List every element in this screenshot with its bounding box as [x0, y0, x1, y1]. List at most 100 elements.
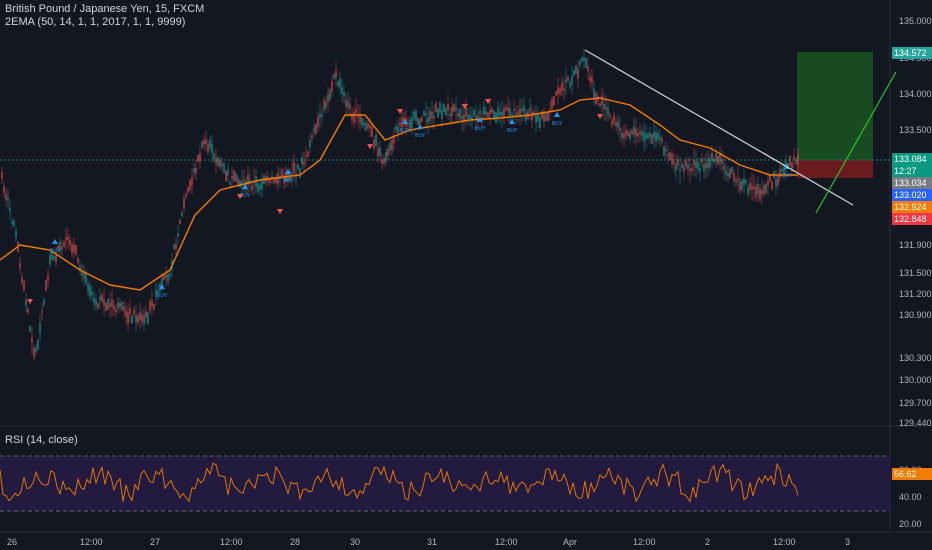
- candle-body: [601, 95, 603, 105]
- candle-body: [225, 170, 227, 182]
- sell-arrow-icon: [485, 99, 491, 104]
- candle-body: [621, 132, 623, 139]
- candle-body: [697, 161, 699, 170]
- candle-body: [65, 237, 67, 241]
- candle-body: [761, 190, 763, 195]
- candle-body: [705, 162, 707, 169]
- candle-body: [339, 78, 341, 88]
- candle-body: [63, 241, 65, 247]
- candle-body: [299, 168, 301, 178]
- candle-body: [115, 309, 117, 312]
- candle-body: [671, 153, 673, 165]
- candle-body: [217, 157, 219, 167]
- time-tick: 30: [350, 537, 360, 547]
- candle-body: [487, 112, 489, 118]
- candle-body: [77, 257, 79, 263]
- candle-body: [497, 107, 499, 117]
- candle-body: [321, 113, 323, 117]
- target-zone[interactable]: [797, 52, 873, 160]
- candle-body: [133, 309, 135, 315]
- candle-body: [743, 178, 745, 186]
- target-line[interactable]: [815, 71, 897, 214]
- candle-body: [471, 116, 473, 120]
- candle-body: [185, 193, 187, 197]
- sell-arrow-icon: [462, 104, 468, 109]
- trend-line[interactable]: [584, 49, 854, 206]
- candle-body: [509, 108, 511, 117]
- buy-arrow-icon: [477, 117, 483, 122]
- candle-body: [83, 272, 85, 279]
- candle-body: [109, 303, 111, 307]
- candle-body: [273, 178, 275, 183]
- candle-body: [563, 88, 565, 92]
- time-axis[interactable]: 26 12:00 27 12:00 28 30 31 12:00 Apr 12:00 2 12:00 3: [7, 537, 850, 547]
- candle-body: [703, 164, 705, 172]
- candle-body: [425, 112, 427, 116]
- candle-body: [579, 61, 581, 65]
- price-tick: 131.500: [899, 268, 932, 278]
- rsi-tick: 40.00: [899, 492, 922, 502]
- candle-body: [137, 315, 139, 323]
- candle-body: [735, 179, 737, 183]
- candle-body: [5, 193, 7, 200]
- candle-body: [221, 163, 223, 166]
- candle-body: [691, 168, 693, 172]
- candle-body: [375, 134, 377, 146]
- candle-body: [567, 76, 569, 81]
- indicator-title[interactable]: 2EMA (50, 14, 1, 1, 2017, 1, 1, 9999): [5, 16, 186, 28]
- candle-body: [177, 233, 179, 237]
- sell-arrow-icon: [27, 299, 33, 304]
- candle-body: [259, 185, 261, 190]
- candle-body: [169, 273, 171, 276]
- candle-body: [443, 103, 445, 113]
- candle-body: [619, 127, 621, 131]
- candle-body: [377, 148, 379, 157]
- price-tick: 130.300: [899, 353, 932, 363]
- time-tick: 12:00: [80, 537, 103, 547]
- candle-body: [417, 117, 419, 125]
- candle-body: [431, 111, 433, 118]
- candle-body: [199, 153, 201, 162]
- candle-body: [197, 155, 199, 162]
- candle-body: [723, 165, 725, 170]
- symbol-title[interactable]: British Pound / Japanese Yen, 15, FXCM: [5, 3, 205, 15]
- candle-body: [599, 103, 601, 107]
- candle-body: [523, 105, 525, 113]
- candle-body: [627, 131, 629, 137]
- candle-body: [157, 290, 159, 294]
- candle-body: [139, 312, 141, 321]
- candle-body: [53, 256, 55, 260]
- candle-body: [447, 104, 449, 111]
- price-label-countdown: 12:27: [892, 165, 932, 177]
- candle-body: [725, 169, 727, 175]
- candle-body: [797, 154, 799, 165]
- candle-body: [573, 69, 575, 77]
- candle-body: [631, 130, 633, 134]
- candle-body: [241, 181, 243, 187]
- stop-zone[interactable]: [797, 160, 873, 178]
- candle-body: [663, 145, 665, 157]
- candle-body: [729, 168, 731, 179]
- candle-body: [451, 107, 453, 117]
- candle-body: [351, 113, 353, 120]
- price-label-target: 134.572: [892, 47, 932, 59]
- candle-body: [683, 166, 685, 172]
- candle-body: [91, 292, 93, 295]
- candle-body: [19, 262, 21, 268]
- candle-body: [751, 185, 753, 190]
- candle-body: [203, 140, 205, 145]
- candle-body: [709, 158, 711, 168]
- candle-body: [553, 95, 555, 106]
- candle-body: [521, 108, 523, 111]
- rsi-title[interactable]: RSI (14, close): [5, 434, 78, 446]
- candle-body: [589, 76, 591, 82]
- candle-body: [633, 126, 635, 135]
- rsi-line: [0, 462, 799, 503]
- candle-body: [453, 104, 455, 112]
- candle-body: [489, 109, 491, 114]
- candle-body: [387, 149, 389, 156]
- candle-body: [167, 273, 169, 282]
- buy-arrow-icon: [402, 119, 408, 124]
- rsi-tick: 20.00: [899, 519, 922, 529]
